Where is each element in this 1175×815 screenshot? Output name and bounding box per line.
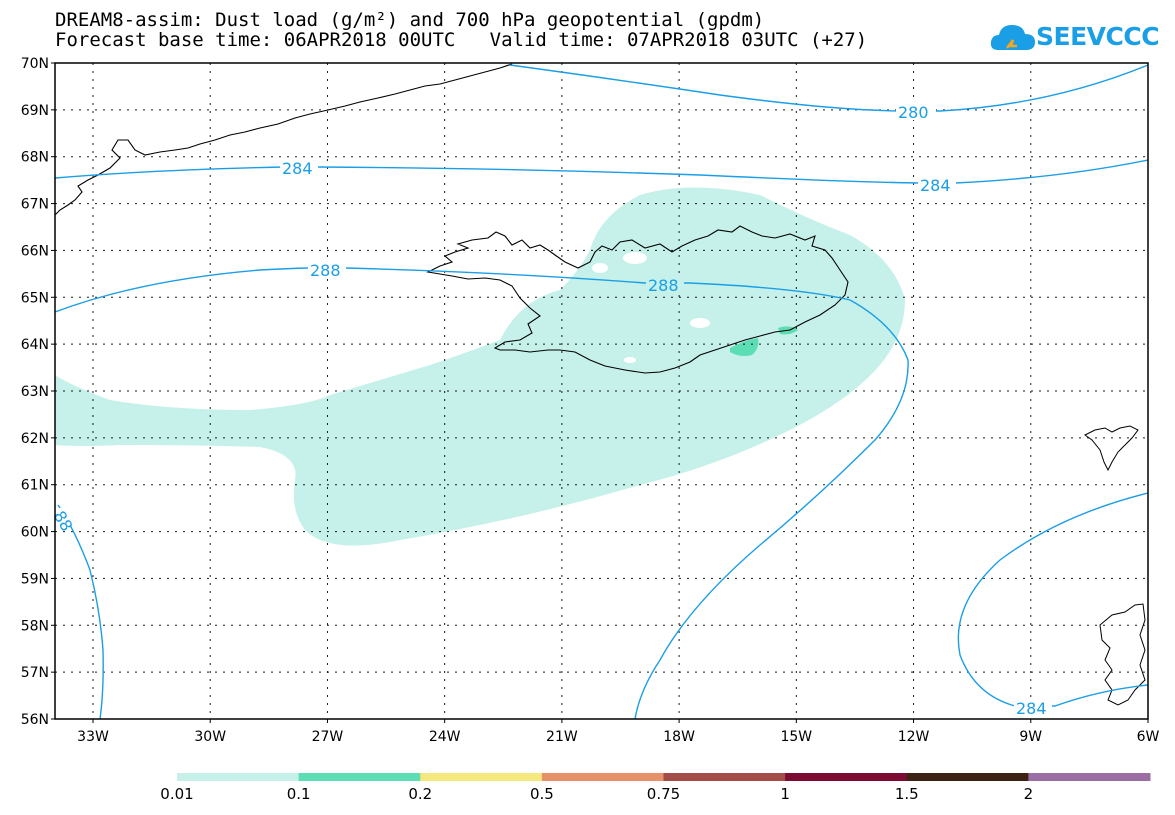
colorbar-swatch xyxy=(1028,773,1151,781)
lon-tick-label: 12W xyxy=(898,729,930,745)
lat-tick-label: 59N xyxy=(21,571,49,587)
colorbar-swatch xyxy=(906,773,1029,781)
lon-tick-label: 18W xyxy=(663,729,695,745)
colorbar-swatch xyxy=(541,773,664,781)
contour-label-284-north-east: 284 xyxy=(920,176,951,195)
clear-patch xyxy=(690,318,710,328)
colorbar-swatch xyxy=(663,773,786,781)
iceland-coastline xyxy=(426,225,849,374)
lat-tick-label: 64N xyxy=(21,337,49,353)
contour-288-west-edge xyxy=(57,504,104,719)
contour-284-south-east xyxy=(957,492,1148,707)
colorbar-label: 2 xyxy=(1024,785,1034,803)
lat-tick-label: 58N xyxy=(21,618,49,634)
colorbar-label: 1 xyxy=(780,785,790,803)
lat-tick-label: 66N xyxy=(21,243,49,259)
contour-label-288-center: 288 xyxy=(648,276,679,295)
dust-plume-light xyxy=(55,187,905,546)
cloud-logo-icon xyxy=(990,25,1035,50)
lat-tick-label: 67N xyxy=(21,197,49,213)
contour-label-284-south-east: 284 xyxy=(1016,699,1047,718)
lat-tick-label: 62N xyxy=(21,431,49,447)
faroe-islands-coastline xyxy=(1084,425,1139,472)
colorbar-label: 1.5 xyxy=(895,785,919,803)
lat-tick-label: 56N xyxy=(21,712,49,728)
lon-tick-label: 15W xyxy=(780,729,812,745)
lon-tick-label: 27W xyxy=(312,729,344,745)
dust-patch-medium xyxy=(730,338,759,356)
logo-text: SEEVCCC xyxy=(1036,22,1160,51)
colorbar: 0.01 0.1 0.2 0.5 0.75 1 1.5 2 xyxy=(160,773,1151,803)
scotland-coastline xyxy=(1099,603,1146,706)
colorbar-label: 0.2 xyxy=(408,785,432,803)
contour-label-288-west: 288 xyxy=(310,261,341,280)
greenland-coastline xyxy=(55,63,513,216)
contour-280 xyxy=(509,64,1148,112)
lat-tick-label: 57N xyxy=(21,665,49,681)
contour-288-main xyxy=(55,267,909,719)
clear-patch xyxy=(624,357,636,363)
lon-tick-label: 30W xyxy=(194,729,226,745)
lat-tick-label: 60N xyxy=(21,525,49,541)
colorbar-label: 0.1 xyxy=(287,785,311,803)
lat-tick-label: 69N xyxy=(21,103,49,119)
lat-tick-label: 61N xyxy=(21,478,49,494)
colorbar-swatch xyxy=(298,773,421,781)
map-title: DREAM8-assim: Dust load (g/m²) and 700 h… xyxy=(55,9,765,31)
colorbar-label: 0.75 xyxy=(647,785,680,803)
clear-patch xyxy=(623,252,647,264)
contour-284-north xyxy=(55,159,1148,184)
lat-tick-label: 68N xyxy=(21,150,49,166)
lon-tick-label: 9W xyxy=(1019,729,1042,745)
lon-tick-label: 33W xyxy=(77,729,109,745)
contour-label-284-north: 284 xyxy=(282,159,313,178)
lon-tick-label: 24W xyxy=(429,729,461,745)
map-subtitle: Forecast base time: 06APR2018 00UTC Vali… xyxy=(55,29,868,51)
lat-tick-label: 70N xyxy=(21,56,49,72)
lon-tick-label: 6W xyxy=(1137,729,1160,745)
lat-tick-label: 63N xyxy=(21,384,49,400)
lat-tick-label: 65N xyxy=(21,290,49,306)
lon-tick-label: 21W xyxy=(546,729,578,745)
contour-label-288-edge: 88 xyxy=(50,507,77,534)
contour-label-280: 280 xyxy=(898,103,929,122)
clear-patch xyxy=(592,263,608,273)
colorbar-label: 0.01 xyxy=(160,785,193,803)
colorbar-swatch xyxy=(420,773,543,781)
colorbar-swatch xyxy=(785,773,908,781)
colorbar-label: 0.5 xyxy=(530,785,554,803)
colorbar-swatch xyxy=(177,773,300,781)
